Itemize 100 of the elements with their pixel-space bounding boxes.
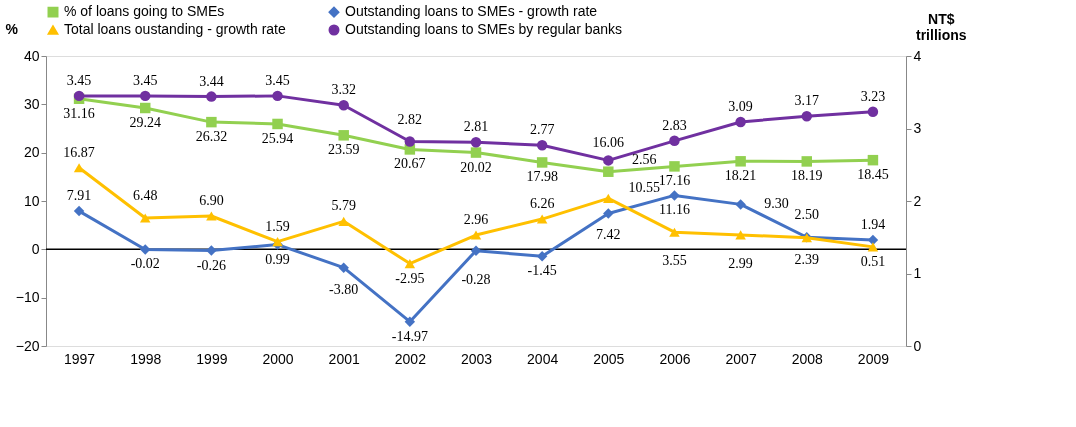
legend-label: Outstanding loans to SMEs by regular banks: [345, 21, 623, 37]
data-label: 2.50: [794, 207, 820, 223]
y2-tick-label: 3: [913, 120, 922, 136]
y-tick-label: −10: [15, 289, 40, 306]
point: [139, 244, 151, 255]
point: [139, 213, 151, 223]
data-label: 6.90: [199, 192, 224, 208]
point: [73, 205, 85, 217]
point: [536, 157, 548, 168]
point: [536, 214, 548, 224]
point: [338, 130, 349, 141]
data-label: 18.21: [724, 168, 757, 184]
point: [603, 155, 614, 166]
data-label: -0.26: [196, 257, 226, 273]
point: [206, 116, 217, 128]
data-label: 2.56: [632, 152, 657, 168]
point: [404, 259, 416, 269]
data-label: 26.32: [195, 129, 228, 145]
x-tick-label: 2009: [857, 350, 890, 367]
data-label: 1.94: [860, 216, 886, 232]
data-label: 3.55: [662, 253, 687, 269]
data-label: 7.91: [66, 188, 92, 204]
point: [867, 106, 879, 118]
point: [206, 245, 217, 256]
data-label: 2.81: [463, 119, 489, 135]
data-label: 23.59: [327, 142, 360, 158]
point: [338, 100, 349, 111]
y-tick-label: 40: [23, 47, 40, 64]
y-tick-label: 20: [23, 144, 40, 161]
point: [206, 91, 217, 102]
point: [669, 227, 680, 237]
data-label: 3.09: [728, 98, 753, 114]
data-label: 1.59: [265, 218, 290, 234]
data-label: 9.30: [764, 196, 789, 212]
data-label: 2.99: [728, 255, 753, 271]
point: [669, 135, 680, 147]
data-label: 6.26: [529, 196, 555, 212]
point: [338, 216, 349, 226]
y-tick-label: −20: [15, 337, 40, 354]
x-tick-label: 2005: [593, 350, 625, 367]
y-tick-label: 10: [23, 192, 40, 209]
legend-label: Outstanding loans to SMEs - growth rate: [345, 3, 598, 20]
point: [404, 136, 416, 147]
data-label: -2.95: [395, 270, 425, 286]
data-label: 18.45: [857, 167, 889, 183]
data-label: 2.77: [529, 122, 555, 138]
y2-tick-label: 1: [913, 265, 922, 281]
point: [669, 161, 680, 172]
data-label: 5.79: [331, 198, 356, 214]
y2-tick-label: 2: [913, 192, 922, 209]
point: [272, 90, 283, 102]
data-label: 7.42: [596, 227, 621, 243]
point: [470, 245, 482, 256]
data-label: 10.55: [628, 180, 661, 196]
x-tick-label: 2001: [328, 350, 360, 367]
data-label: 2.83: [662, 117, 687, 133]
data-label: -0.02: [130, 256, 160, 272]
point: [470, 230, 482, 240]
point: [206, 211, 217, 221]
data-label: 3.44: [199, 73, 224, 89]
x-tick-label: 2002: [394, 350, 427, 367]
data-label: 20.67: [394, 156, 426, 172]
point: [669, 190, 680, 201]
data-label: 3.45: [265, 72, 290, 88]
x-tick-label: 2004: [527, 350, 559, 367]
point: [735, 116, 746, 128]
point: [404, 316, 416, 327]
data-label: 2.96: [463, 212, 489, 228]
legend-label: % of loans going to SMEs: [64, 3, 225, 20]
data-label: 18.19: [791, 168, 823, 184]
point: [801, 156, 813, 167]
point: [338, 262, 349, 273]
data-label: 20.02: [460, 159, 492, 175]
y2-tick-label: 0: [913, 337, 922, 354]
data-label: 0.99: [265, 251, 290, 267]
x-tick-label: 1998: [130, 350, 162, 367]
point: [536, 251, 548, 262]
point: [735, 199, 746, 210]
point: [470, 147, 482, 158]
point: [139, 102, 151, 114]
data-label: 3.32: [331, 82, 356, 98]
data-label: 16.06: [592, 134, 625, 150]
legend-label: Total loans oustanding - growth rate: [64, 21, 287, 37]
data-label: -0.28: [461, 271, 491, 287]
y-tick-label: 30: [23, 95, 40, 112]
data-label: 25.94: [261, 130, 294, 146]
data-label: 3.17: [794, 93, 820, 109]
x-tick-label: 1997: [64, 350, 96, 367]
data-label: 16.87: [63, 144, 95, 160]
data-label: 2.39: [794, 251, 820, 267]
y2-axis-title: NT$ trillions: [916, 10, 967, 43]
data-label: 17.98: [526, 169, 558, 185]
point: [603, 193, 614, 203]
point: [801, 110, 813, 122]
point: [470, 137, 482, 148]
point: [603, 166, 614, 177]
point: [867, 154, 879, 166]
x-tick-label: 2003: [460, 350, 493, 367]
point: [536, 139, 548, 151]
y-axis-title: %: [5, 20, 19, 37]
